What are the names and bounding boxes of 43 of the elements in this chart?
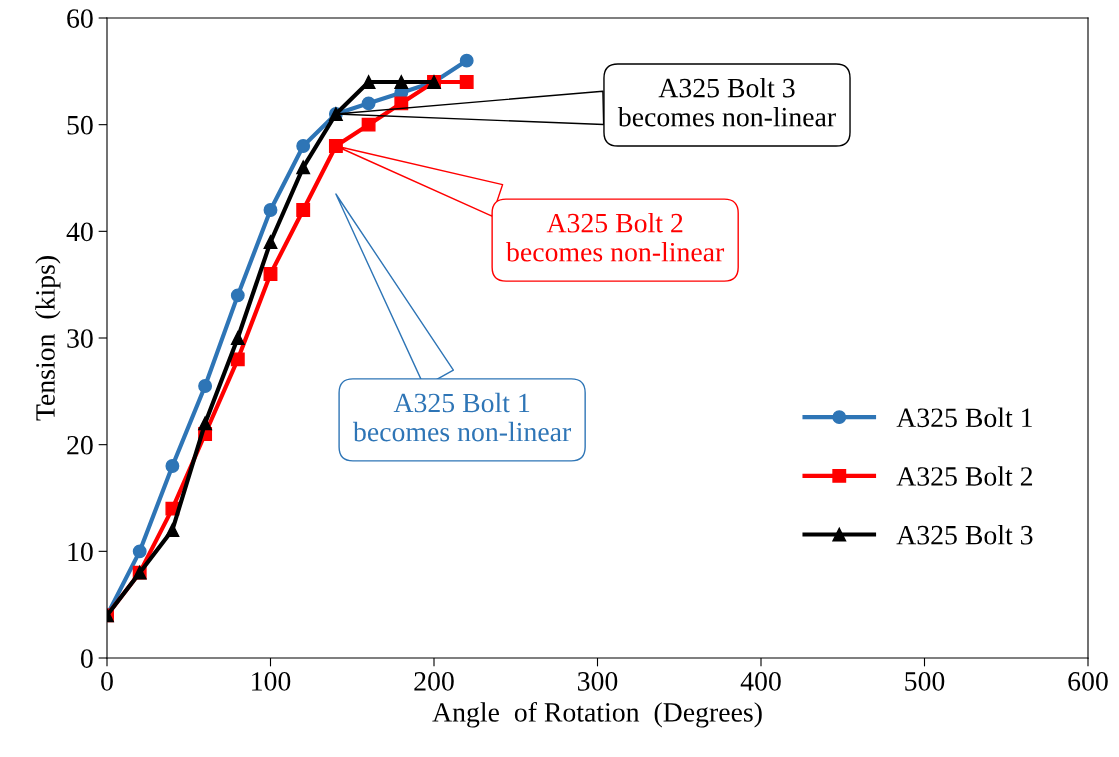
y-tick-label: 60 (67, 9, 93, 28)
point (361, 117, 376, 132)
point (361, 75, 376, 89)
legend-label: A325 Bolt 1 (896, 407, 1032, 428)
point (296, 139, 311, 153)
point (263, 203, 278, 217)
point (263, 235, 278, 249)
point (165, 459, 180, 473)
legend-label: A325 Bolt 2 (896, 466, 1033, 486)
y-tick-label: 20 (67, 435, 93, 455)
x-tick-label: 400 (740, 672, 781, 691)
x-tick-label: 200 (414, 672, 454, 691)
x-tick-label: 300 (577, 672, 618, 691)
point (459, 75, 474, 89)
point (230, 331, 245, 345)
y-tick-label: 40 (66, 222, 93, 242)
x-tick-label: 600 (1068, 672, 1108, 691)
x-tick-label: 500 (905, 672, 945, 691)
x-tick-label: 100 (252, 672, 291, 691)
annotation: A325 Bolt 2 becomes non-linear (506, 212, 725, 262)
point (198, 416, 213, 431)
annotation: A325 Bolt 3 becomes non-linear (617, 77, 836, 127)
y-tick-label: 30 (67, 329, 93, 348)
point (165, 523, 180, 537)
y-axis-title: Tension (kips) (35, 256, 61, 421)
x-axis-title: Angle of Rotation (Degrees) (432, 701, 762, 728)
y-tick-label: 10 (68, 542, 93, 562)
point (296, 203, 311, 217)
point (263, 267, 278, 281)
y-tick-label: 50 (67, 115, 93, 135)
annotation: A325 Bolt 1 becomes non-linear (352, 392, 572, 442)
point (328, 139, 343, 153)
point (361, 96, 376, 111)
legend-label: A325 Bolt 3 (896, 524, 1033, 545)
point (230, 352, 245, 367)
point (296, 160, 311, 175)
x-tick-label: 0 (101, 672, 113, 691)
y-tick-label: 0 (80, 649, 93, 668)
point (198, 379, 213, 393)
point (459, 53, 474, 68)
point (230, 288, 245, 303)
point (394, 75, 409, 89)
point (132, 544, 147, 559)
